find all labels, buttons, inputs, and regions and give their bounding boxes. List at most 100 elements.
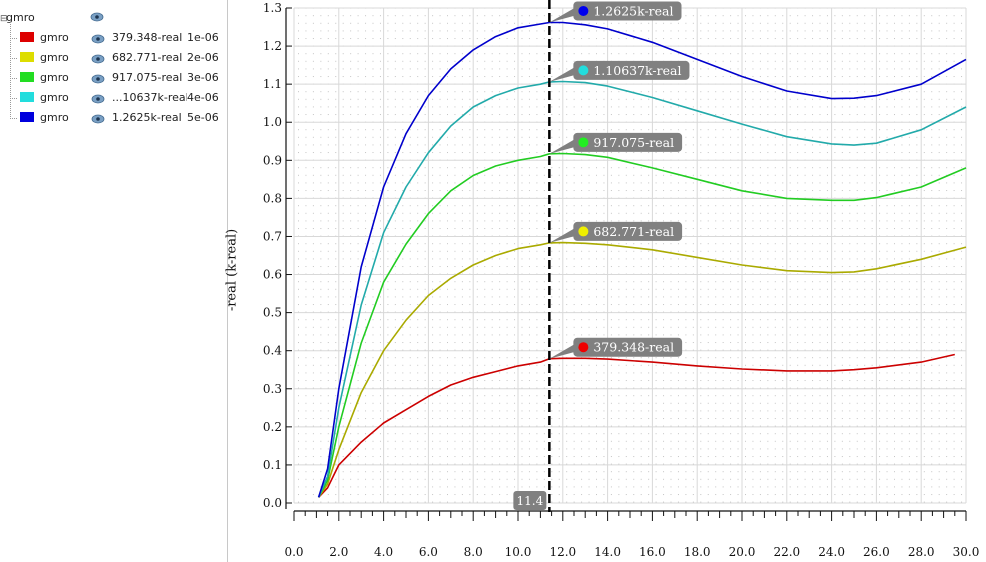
marker-label: 682.771-real	[593, 224, 674, 239]
cursor-label-bg	[513, 491, 547, 510]
tree-connector	[10, 100, 17, 119]
legend-item-param: 3e-06	[187, 71, 219, 84]
x-tick-label: 8.0	[464, 545, 483, 559]
y-tick-label: 0.7	[263, 229, 282, 243]
legend-panel: ⊟gmro gmro 379.348-real 1e-06 gmro 682.771-r…	[0, 0, 228, 562]
marker-dot	[578, 342, 589, 353]
y-tick-label: 1.3	[263, 1, 282, 15]
cursor-x-label: 11.4	[517, 494, 544, 508]
y-tick-label: 0.1	[263, 458, 282, 472]
marker-label: 1.2625k-real	[593, 3, 673, 18]
legend-item-param: 2e-06	[187, 51, 219, 64]
x-tick-label: 24.0	[818, 545, 845, 559]
series-line-5	[317, 21, 967, 498]
x-tick-label: 16.0	[639, 545, 666, 559]
marker-pointer	[549, 343, 576, 359]
marker-pointer	[549, 227, 576, 243]
x-tick-label: 14.0	[594, 545, 621, 559]
legend-item-param: 5e-06	[187, 111, 219, 124]
marker-label-bg	[573, 221, 683, 241]
marker-label-bg	[573, 60, 690, 80]
legend-swatch	[20, 112, 34, 122]
legend-item-param: 1e-06	[187, 31, 219, 44]
marker-label: 917.075-real	[593, 135, 674, 150]
x-tick-label: 22.0	[773, 545, 800, 559]
legend-root[interactable]: ⊟gmro	[0, 10, 35, 26]
marker-label: 1.10637k-real	[593, 63, 681, 78]
legend-item[interactable]: gmro 682.771-real 2e-06	[10, 40, 225, 70]
legend-item-value: 1.2625k-real	[112, 111, 182, 124]
x-tick-label: 30.0	[953, 545, 980, 559]
marker-dot	[578, 65, 589, 76]
x-tick-label: 20.0	[729, 545, 756, 559]
legend-item-value: ...10637k-real	[112, 91, 187, 104]
visibility-eye-icon[interactable]	[91, 52, 105, 70]
tree-connector	[10, 60, 17, 79]
visibility-eye-icon[interactable]	[91, 32, 105, 50]
y-tick-label: 0.9	[263, 153, 282, 167]
legend-swatch	[20, 72, 34, 82]
legend-item-value: 379.348-real	[112, 31, 183, 44]
y-tick-label: 0.8	[263, 191, 282, 205]
visibility-eye-icon[interactable]	[91, 112, 105, 130]
x-tick-label: 4.0	[374, 545, 393, 559]
x-tick-label: 26.0	[863, 545, 890, 559]
markers: 379.348-real 682.771-real 917.075-real 1.10…	[549, 1, 690, 359]
y-tick-label: 0.2	[263, 420, 282, 434]
legend-item-name: gmro	[40, 111, 69, 124]
x-tick-label: 6.0	[419, 545, 438, 559]
marker-pointer	[549, 7, 576, 23]
marker-pointer	[549, 66, 576, 82]
legend-item-name: gmro	[40, 51, 69, 64]
x-tick-label: 10.0	[505, 545, 532, 559]
legend-item-name: gmro	[40, 71, 69, 84]
visibility-eye-icon[interactable]	[91, 92, 105, 110]
legend-swatch	[20, 92, 34, 102]
legend-item[interactable]: gmro 379.348-real 1e-06	[10, 20, 225, 50]
tree-connector	[10, 20, 17, 39]
x-tick-label: 12.0	[549, 545, 576, 559]
tree-connector	[10, 40, 17, 59]
x-tick-label: 0.0	[284, 545, 303, 559]
legend-item-name: gmro	[40, 91, 69, 104]
marker-label: 379.348-real	[593, 340, 674, 355]
legend-item-name: gmro	[40, 31, 69, 44]
legend-item[interactable]: gmro 917.075-real 3e-06	[10, 60, 225, 90]
marker-dot	[578, 226, 589, 237]
y-tick-label: 1.0	[263, 115, 282, 129]
legend-swatch	[20, 52, 34, 62]
tree-connector	[10, 80, 17, 99]
marker-label-bg	[573, 132, 683, 152]
legend-item-value: 682.771-real	[112, 51, 183, 64]
y-tick-label: 0.3	[263, 382, 282, 396]
y-tick-label: 0.0	[263, 496, 282, 510]
legend-root-label: gmro	[6, 11, 35, 24]
marker-pointer	[549, 138, 576, 154]
marker-dot	[578, 5, 589, 16]
cursor[interactable]: 11.4	[513, 0, 551, 512]
series-line-3	[317, 152, 967, 498]
axes: 0.0 0.1 0.2 0.3 0.4 0.5 0.6 0.7 0.8 0.9 1.0 1.1 1.2 1…	[263, 1, 979, 559]
legend-item[interactable]: gmro ...10637k-real 4e-06	[10, 80, 225, 110]
legend-item-value: 917.075-real	[112, 71, 183, 84]
y-tick-label: 0.4	[263, 344, 282, 358]
marker-dot	[578, 137, 589, 148]
visibility-eye-icon[interactable]	[90, 12, 104, 25]
collapse-icon[interactable]: ⊟	[0, 14, 8, 24]
x-tick-label: 28.0	[908, 545, 935, 559]
y-tick-label: 0.5	[263, 306, 282, 320]
visibility-eye-icon[interactable]	[91, 72, 105, 90]
y-tick-label: 0.6	[263, 268, 282, 282]
y-tick-label: 1.1	[263, 77, 282, 91]
y-tick-label: 1.2	[263, 39, 282, 53]
marker-label-bg	[573, 337, 683, 357]
legend-swatch	[20, 32, 34, 42]
marker-label-bg	[573, 1, 682, 21]
x-tick-label: 18.0	[684, 545, 711, 559]
x-tick-label: 2.0	[329, 545, 348, 559]
grid-dots	[294, 8, 966, 503]
grid	[293, 7, 967, 504]
legend-item-param: 4e-06	[187, 91, 219, 104]
legend-item[interactable]: gmro 1.2625k-real 5e-06	[10, 100, 225, 130]
